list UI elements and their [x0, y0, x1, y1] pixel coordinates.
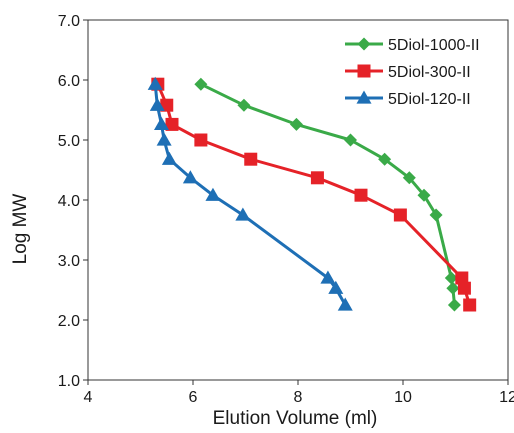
data-point: [235, 207, 251, 221]
data-point: [378, 152, 392, 166]
x-axis-label: Elution Volume (ml): [213, 408, 378, 428]
data-point: [160, 98, 174, 112]
data-point: [446, 281, 460, 295]
legend: 5Diol-1000-II 5Diol-300-II 5Diol-120-II: [345, 37, 480, 108]
legend-item: 5Diol-1000-II: [345, 37, 480, 54]
data-point: [161, 151, 177, 165]
series-5diol-300-ii: [151, 77, 477, 312]
data-point: [463, 298, 477, 312]
y-tick-label: 6.0: [58, 73, 80, 90]
y-tick-label: 7.0: [58, 13, 80, 30]
data-point: [244, 152, 258, 166]
series-5diol-1000-ii: [194, 77, 461, 312]
legend-item: 5Diol-300-II: [345, 64, 471, 81]
data-point: [354, 188, 368, 202]
data-point: [417, 188, 431, 202]
data-point: [182, 170, 198, 184]
axes: 4 6 8 10 12 1.0 2.0 3.0 4.0 5.0 6.0 7.0: [58, 13, 514, 406]
legend-marker: [356, 90, 372, 104]
legend-marker: [357, 64, 371, 78]
legend-label: 5Diol-1000-II: [388, 37, 480, 54]
data-point: [194, 133, 208, 147]
x-tick-label: 8: [294, 389, 303, 406]
legend-label: 5Diol-120-II: [388, 91, 471, 108]
data-point: [447, 298, 461, 312]
legend-label: 5Diol-300-II: [388, 64, 471, 81]
data-point: [205, 187, 221, 201]
data-point: [147, 76, 163, 90]
data-point: [156, 132, 172, 146]
legend-marker: [357, 37, 371, 51]
data-point: [402, 171, 416, 185]
x-tick-label: 6: [189, 389, 198, 406]
series-group: [147, 76, 477, 312]
data-point: [429, 208, 443, 222]
series-5diol-120-ii: [147, 76, 353, 311]
data-point: [344, 133, 357, 147]
data-point: [457, 281, 471, 295]
y-tick-label: 2.0: [58, 313, 80, 330]
y-tick-label: 3.0: [58, 253, 80, 270]
y-tick-label: 5.0: [58, 133, 80, 150]
x-tick-label: 10: [394, 389, 412, 406]
legend-item: 5Diol-120-II: [345, 90, 471, 108]
data-point: [154, 116, 169, 131]
data-point: [310, 171, 324, 185]
data-point: [237, 98, 251, 112]
data-point: [328, 280, 344, 294]
data-point: [455, 271, 469, 285]
data-point: [444, 271, 458, 285]
data-point: [149, 97, 165, 111]
y-axis-label: Log MW: [10, 194, 31, 265]
y-tick-label: 1.0: [58, 373, 80, 390]
data-point: [194, 77, 208, 91]
data-point: [320, 270, 336, 284]
data-point: [165, 117, 179, 131]
data-point: [393, 208, 407, 222]
x-tick-label: 4: [84, 389, 93, 406]
y-tick-label: 4.0: [58, 193, 80, 210]
data-point: [337, 297, 353, 311]
x-tick-label: 12: [499, 389, 514, 406]
data-point: [289, 117, 303, 131]
